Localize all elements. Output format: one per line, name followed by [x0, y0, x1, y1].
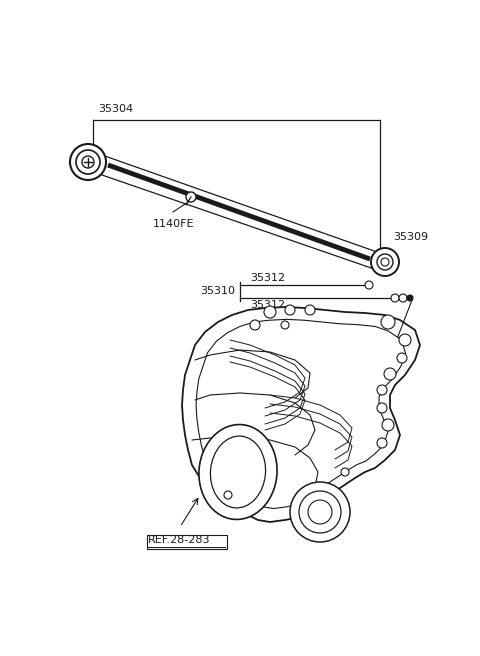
Circle shape [407, 295, 413, 301]
Circle shape [384, 368, 396, 380]
Circle shape [308, 500, 332, 524]
Circle shape [397, 353, 407, 363]
Text: 35312: 35312 [250, 273, 285, 283]
Circle shape [76, 150, 100, 174]
Circle shape [224, 491, 232, 499]
Circle shape [186, 192, 196, 202]
Circle shape [285, 305, 295, 315]
Circle shape [264, 306, 276, 318]
Ellipse shape [199, 424, 277, 520]
Polygon shape [182, 307, 420, 522]
Circle shape [377, 254, 393, 270]
Circle shape [371, 248, 399, 276]
Circle shape [250, 320, 260, 330]
Circle shape [341, 468, 349, 476]
Circle shape [399, 334, 411, 346]
Text: 1140FE: 1140FE [153, 219, 194, 229]
Text: 35309: 35309 [393, 232, 428, 242]
Circle shape [281, 321, 289, 329]
Circle shape [365, 281, 373, 289]
Bar [147, 535, 227, 549]
Text: REF.28-283: REF.28-283 [148, 535, 211, 545]
Circle shape [82, 156, 94, 168]
Circle shape [70, 144, 106, 180]
Circle shape [382, 419, 394, 431]
Circle shape [381, 258, 389, 266]
Bar [148, 546, 226, 548]
Text: 35312: 35312 [250, 300, 285, 310]
Circle shape [290, 482, 350, 542]
Circle shape [381, 315, 395, 329]
Text: 35304: 35304 [98, 104, 133, 114]
Circle shape [299, 491, 341, 533]
Text: 35310: 35310 [200, 287, 235, 297]
Ellipse shape [210, 436, 265, 508]
Circle shape [391, 294, 399, 302]
Circle shape [377, 403, 387, 413]
Circle shape [305, 305, 315, 315]
Circle shape [377, 438, 387, 448]
Circle shape [377, 385, 387, 395]
Circle shape [399, 294, 407, 302]
Polygon shape [196, 319, 406, 508]
